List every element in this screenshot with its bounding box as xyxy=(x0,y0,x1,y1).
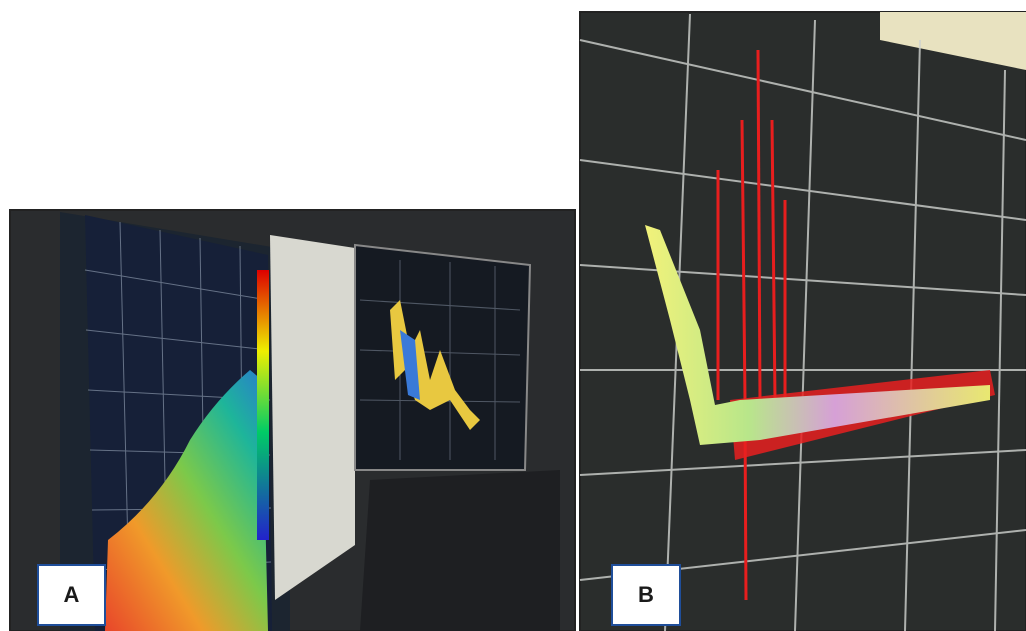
photo-b xyxy=(579,11,1026,631)
wall xyxy=(270,235,355,600)
heatmap xyxy=(105,370,268,631)
panel-label: B xyxy=(638,582,654,607)
panel-b: B xyxy=(579,11,1026,631)
bezel xyxy=(880,12,1026,70)
desk xyxy=(360,470,560,631)
label-box xyxy=(611,564,681,626)
trace-right xyxy=(390,300,480,430)
color-scale xyxy=(257,270,269,540)
panel-label: A xyxy=(64,582,80,607)
trace-blue xyxy=(400,330,420,400)
trace xyxy=(645,225,990,445)
label-box xyxy=(37,564,106,626)
panel-a: A xyxy=(9,209,576,631)
